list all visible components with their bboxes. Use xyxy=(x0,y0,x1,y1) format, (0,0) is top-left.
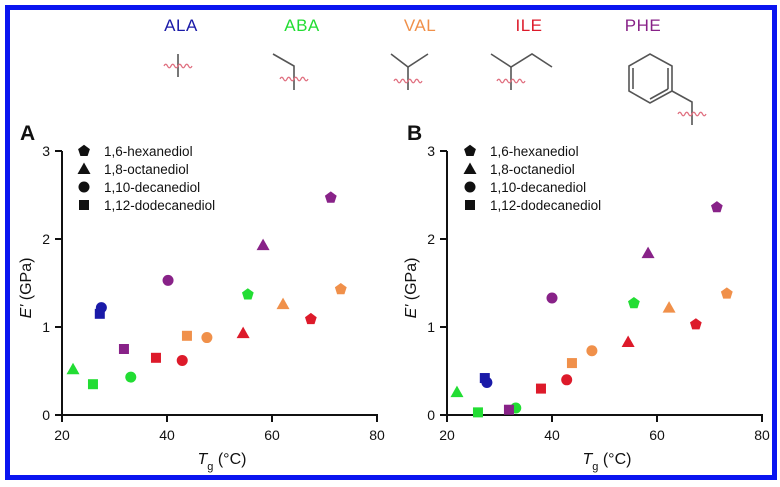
y-tick-label: 0 xyxy=(42,407,50,423)
chart-panel-b: B 0 1 2 3 20 40 60 80 Tg (°C) E' (GPa) 1,6-hexanedi… xyxy=(403,122,770,473)
aa-label-phe: PHE xyxy=(624,16,662,35)
legend-entry: 1,8-octanediol xyxy=(104,162,189,177)
data-point-aba-pentagon xyxy=(242,288,254,300)
x-axis-title: Tg (°C) xyxy=(583,451,632,473)
wavy-bond-icon xyxy=(677,111,707,117)
legend-entry: 1,10-decanediol xyxy=(104,180,200,195)
panel-label: A xyxy=(20,122,35,145)
y-tick-label: 2 xyxy=(427,231,435,247)
aa-label-val: VAL xyxy=(403,16,437,35)
data-point-val-pentagon xyxy=(334,283,347,295)
x-tick-label: 60 xyxy=(264,427,280,443)
x-tick-label: 20 xyxy=(54,427,70,443)
x-tick-label: 80 xyxy=(754,427,770,443)
x-tick-label: 40 xyxy=(159,427,175,443)
data-point-phe-pentagon xyxy=(324,191,337,203)
data-point-phe-pentagon xyxy=(711,201,723,213)
data-point-ile-pentagon xyxy=(690,318,702,330)
data-point-ile-square xyxy=(150,352,161,363)
wavy-bond-icon xyxy=(496,78,526,84)
x-tick-label: 20 xyxy=(439,427,455,443)
data-point-ile-triangle xyxy=(621,335,635,347)
data-point-phe-square xyxy=(503,404,514,415)
data-point-val-square xyxy=(181,330,192,341)
figure-frame xyxy=(5,5,777,480)
x-tick-label: 40 xyxy=(544,427,560,443)
aa-label-ile: ILE xyxy=(515,16,543,35)
data-point-phe-triangle xyxy=(256,238,270,251)
legend-triangle-icon xyxy=(463,162,477,174)
wavy-bond-icon xyxy=(279,76,309,82)
legend-entry: 1,10-decanediol xyxy=(490,180,586,195)
legend-entry: 1,8-octanediol xyxy=(490,162,575,177)
data-point-aba-square xyxy=(472,407,483,418)
data-point-aba-circle xyxy=(125,371,137,383)
y-tick-label: 3 xyxy=(427,143,435,159)
data-point-val-triangle xyxy=(662,301,676,313)
data-point-val-square xyxy=(566,358,577,369)
aa-label-aba: ABA xyxy=(284,16,320,35)
y-tick-label: 0 xyxy=(427,407,435,423)
molecule-val-icon xyxy=(390,53,429,90)
y-tick-label: 1 xyxy=(42,319,50,335)
data-point-ile-pentagon xyxy=(305,312,317,325)
legend-circle-icon xyxy=(78,181,90,193)
x-tick-label: 60 xyxy=(649,427,665,443)
y-axis-title: E' (GPa) xyxy=(403,258,420,319)
data-point-phe-triangle xyxy=(641,246,655,259)
wavy-bonds xyxy=(163,63,707,117)
legend-entry: 1,6-hexanediol xyxy=(490,144,579,159)
data-point-ile-square xyxy=(535,383,546,394)
data-point-ile-triangle xyxy=(236,326,250,339)
data-point-aba-triangle xyxy=(450,385,464,398)
data-point-val-circle xyxy=(586,345,598,357)
data-point-phe-circle xyxy=(162,274,174,286)
legend-entry: 1,12-dodecanediol xyxy=(490,198,601,213)
data-point-phe-square xyxy=(118,344,129,354)
y-tick-label: 2 xyxy=(42,231,50,247)
data-point-phe-circle xyxy=(546,292,558,304)
molecule-aba-icon xyxy=(272,53,295,90)
y-axis-title: E' (GPa) xyxy=(18,258,35,319)
data-point-aba-pentagon xyxy=(628,297,640,309)
x-axis-title: Tg (°C) xyxy=(198,451,247,473)
legend-pentagon-icon xyxy=(78,144,90,156)
aa-label-ala: ALA xyxy=(164,16,198,35)
data-point-ile-circle xyxy=(561,374,573,386)
molecule-ile-icon xyxy=(490,53,553,90)
legend-square-icon xyxy=(465,200,475,210)
x-tick-label: 80 xyxy=(369,427,385,443)
data-point-val-triangle xyxy=(276,297,290,310)
legend-entry: 1,12-dodecanediol xyxy=(104,198,215,213)
legend-pentagon-icon xyxy=(464,144,476,156)
data-point-ile-circle xyxy=(176,354,188,366)
data-point-ala-square xyxy=(94,308,105,319)
y-tick-label: 3 xyxy=(42,143,50,159)
legend-square-icon xyxy=(79,200,89,210)
legend-entry: 1,6-hexanediol xyxy=(104,144,193,159)
data-point-aba-triangle xyxy=(66,362,80,375)
data-point-val-circle xyxy=(201,332,213,344)
wavy-bond-icon xyxy=(393,78,423,84)
legend-triangle-icon xyxy=(77,162,91,174)
legend-circle-icon xyxy=(464,181,476,193)
wavy-bond-icon xyxy=(163,63,193,69)
molecule-phe-icon xyxy=(628,53,693,125)
panel-label: B xyxy=(407,122,422,145)
y-tick-label: 1 xyxy=(427,319,435,335)
data-point-aba-square xyxy=(87,379,98,390)
data-point-ala-circle xyxy=(481,376,493,388)
chart-panel-a: A 0 1 2 3 20 40 60 80 Tg (°C) E' (GPa) 1,6-hexanedi… xyxy=(18,122,385,473)
data-point-val-pentagon xyxy=(720,287,733,299)
